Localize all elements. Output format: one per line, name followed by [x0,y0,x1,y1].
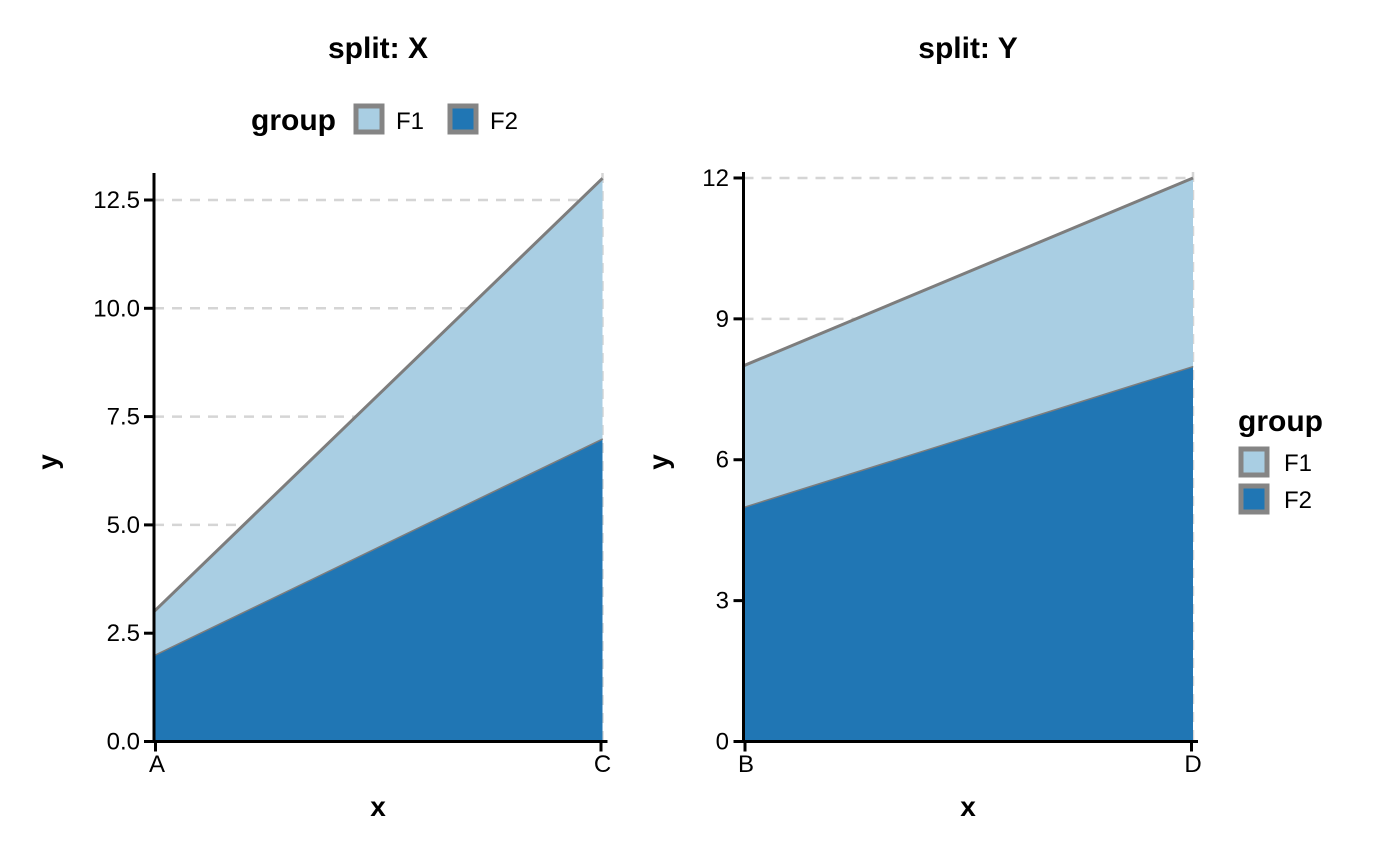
y-axis-title: y [643,454,674,470]
chart-shapes [144,172,1198,752]
panel-split-y [733,172,1198,752]
y-tick-label: 3 [716,588,729,615]
legend-top-label-f2: F2 [490,108,518,135]
area-f1-top-edge [742,176,1194,368]
legend-top-title: group [251,104,336,137]
x-axis-title: x [960,791,976,822]
legend-top-swatch-f2 [447,103,479,135]
y-tick-label: 0 [716,729,729,756]
x-axis-title: x [370,791,386,822]
legend-right-swatch-f2 [1238,483,1270,515]
y-tick-label: 5.0 [107,512,140,539]
y-tick-label: 10.0 [93,295,140,322]
panel-title-x: split: X [328,32,428,65]
y-tick-label: 0.0 [107,729,140,756]
legend-right-label-f2: F2 [1284,487,1312,514]
area-f1 [743,177,1193,507]
y-tick-label: 9 [716,306,729,333]
x-tick-label: C [594,751,611,778]
y-tick-label: 2.5 [107,620,140,647]
legend-right-label-f1: F1 [1284,450,1312,477]
legend-top-label-f1: F1 [396,108,424,135]
legend-right-swatch-f1 [1238,446,1270,478]
y-tick-label: 7.5 [107,404,140,431]
y-axis-title: y [32,454,63,470]
area-f1-top-edge [152,177,604,613]
panel-title-y: split: Y [918,32,1017,65]
panel-split-x [144,173,608,752]
x-tick-label: B [738,751,754,778]
y-tick-label: 6 [716,447,729,474]
x-tick-label: A [149,751,165,778]
area-f2 [743,365,1193,742]
y-tick-label: 12.5 [93,187,140,214]
chart-labels: split: X split: Y group F1 F2 group F1 F… [32,32,1323,822]
legend-top-swatch-f1 [353,103,385,135]
x-tick-label: D [1184,751,1201,778]
area-f2 [154,438,603,742]
legend-right-title: group [1238,405,1323,438]
y-tick-label: 12 [702,165,729,192]
area-f1 [154,178,603,655]
